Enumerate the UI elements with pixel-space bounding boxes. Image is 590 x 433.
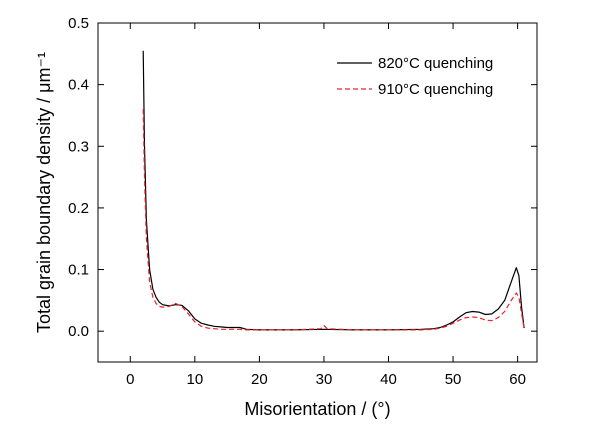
x-tick-label: 10: [186, 371, 203, 388]
y-axis-title: Total grain boundary density / μm⁻¹: [34, 52, 54, 333]
y-tick-label: 0.3: [68, 138, 89, 155]
plot-area: [97, 22, 538, 363]
x-tick-label: 30: [316, 371, 333, 388]
legend-label-2: 910°C quenching: [378, 81, 493, 98]
x-axis-title: Misorientation / (°): [244, 399, 390, 419]
legend-label-1: 820°C quenching: [378, 55, 493, 72]
x-tick-label: 60: [509, 371, 526, 388]
y-tick-label: 0.1: [68, 262, 89, 279]
y-tick-label: 0.2: [68, 200, 89, 217]
y-tick-label: 0.5: [68, 15, 89, 32]
y-tick-label: 0.4: [68, 77, 89, 94]
plot-border: [97, 22, 538, 363]
x-tick-label: 50: [445, 371, 462, 388]
x-tick-label: 0: [126, 371, 134, 388]
x-tick-label: 20: [251, 371, 268, 388]
series-line-2: [142, 109, 525, 331]
y-tick-label: 0.0: [68, 323, 89, 340]
legend: 820°C quenching 910°C quenching: [337, 55, 493, 98]
series-lines: [142, 50, 525, 331]
series-line-1: [142, 50, 525, 331]
axis-ticks: 0 10 20 30 40 50 60 0.0 0.1 0.2 0.3 0.4 0.5: [68, 15, 537, 388]
x-tick-label: 40: [380, 371, 397, 388]
